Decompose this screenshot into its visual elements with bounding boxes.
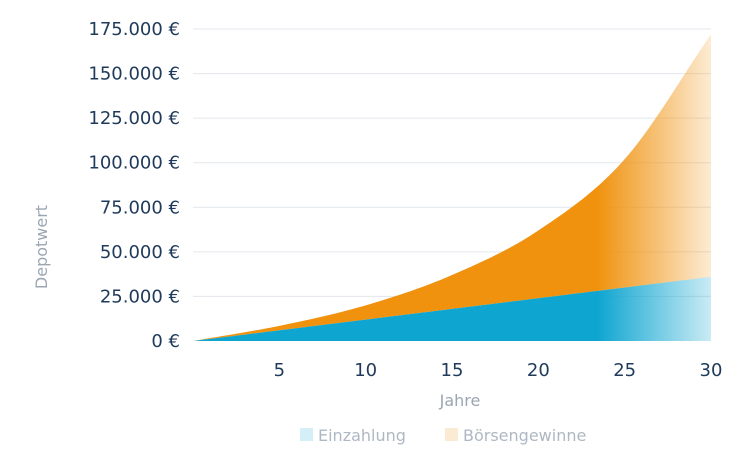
y-tick-label: 150.000 € xyxy=(88,64,180,85)
legend-label-boersengewinne: Börsengewinne xyxy=(463,426,586,445)
y-tick-label: 100.000 € xyxy=(88,153,180,174)
legend-label-einzahlung: Einzahlung xyxy=(318,426,406,445)
area-einzahlung xyxy=(193,276,711,341)
y-tick-label: 50.000 € xyxy=(100,242,180,263)
legend: Einzahlung Börsengewinne xyxy=(300,426,586,445)
y-axis-title: Depotwert xyxy=(32,205,51,289)
area-series xyxy=(193,34,711,341)
y-tick-label: 175.000 € xyxy=(88,19,180,40)
y-tick-label: 125.000 € xyxy=(88,108,180,129)
x-tick-label: 10 xyxy=(354,360,377,381)
gridlines xyxy=(193,28,711,297)
x-tick-label: 30 xyxy=(700,360,723,381)
y-tick-label: 25.000 € xyxy=(100,286,180,307)
x-axis-tick-labels: 5 10 15 20 25 30 xyxy=(274,360,723,381)
y-tick-label: 0 € xyxy=(151,331,180,352)
y-tick-label: 75.000 € xyxy=(100,197,180,218)
area-boersengewinne xyxy=(193,34,711,341)
legend-swatch-einzahlung xyxy=(300,428,313,441)
x-axis-title: Jahre xyxy=(439,391,481,410)
x-tick-label: 25 xyxy=(613,360,636,381)
legend-swatch-boersengewinne xyxy=(445,428,458,441)
y-axis-tick-labels: 0 € 25.000 € 50.000 € 75.000 € 100.000 € 125.… xyxy=(88,19,180,352)
x-tick-label: 20 xyxy=(527,360,550,381)
x-tick-label: 15 xyxy=(441,360,464,381)
x-tick-label: 5 xyxy=(274,360,285,381)
